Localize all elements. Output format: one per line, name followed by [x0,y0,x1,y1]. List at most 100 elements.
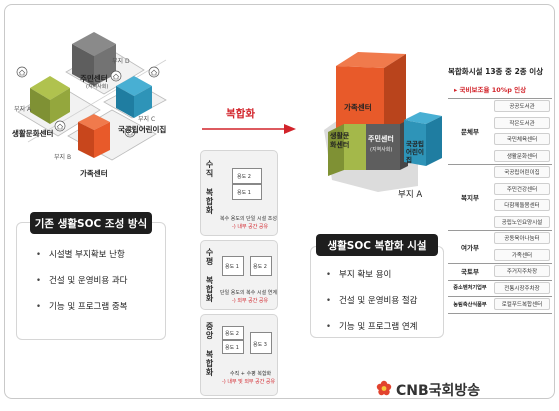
logo-text: CNB국회방송 [396,383,481,399]
table-group-separator [448,230,552,231]
jumin-cube-right [94,44,116,86]
vertical-note-red: -) 내부 공간 공유 [232,224,269,230]
horizontal-building-2: 용도 2 [250,256,272,276]
table-ministry-label: 농림축산식품부 [453,301,487,308]
vertical-floor-1-label: 용도 1 [237,190,251,196]
saenghwal-cube-right [50,88,70,124]
table-facility-item: 국공립어린이집 [494,166,550,178]
existing-method-illustration [16,32,167,161]
table-facility-item: 공립노인요양시설 [494,215,550,228]
mixed-note: 수직 + 수평 복합화 [230,371,272,377]
saenghwal-block-left [328,124,344,176]
flower-logo-icon [376,380,392,396]
table-facility-label: 공공도서관 [509,104,535,110]
table-facility-item: 생활문화센터 [494,149,550,162]
mixed-step-label: 중앙 복합화 [205,322,214,377]
table-facility-label: 가족센터 [511,252,533,259]
table-facility-label: 로컬푸드복합센터 [501,302,543,308]
label-jumin-sub: (지역사회) [86,84,109,90]
table-ministry-label: 국토부 [461,268,479,277]
gajok-block-front [336,66,384,136]
table-facility-item: 로컬푸드복합센터 [494,298,550,310]
saenghwal-cube-left [30,88,50,124]
vertical-note: 복수 용도의 단일 시설 조성 [220,216,277,222]
table-facility-label: 전통시장주차장 [504,285,540,292]
horizontal-building-1-label: 용도 1 [225,264,239,270]
building-pin-icon [16,66,28,78]
table-facility-item: 전통시장주차장 [494,281,550,294]
right-label-site-a: 부지 A [398,190,423,200]
subsidy-note: ▸ 국비보조율 10%p 인상 [454,86,527,94]
subsidy-text: 국비보조율 10%p 인상 [459,86,527,94]
building-pin-icon [54,120,66,132]
vertical-floor-2-label: 용도 2 [237,174,251,180]
table-ministry-label: 문체부 [461,128,479,136]
gajok-block-top [336,52,406,68]
table-ministry-label: 여가부 [461,243,479,252]
table-facility-item: 주거지주차장 [494,265,550,277]
table-bottom-border [448,312,552,314]
mixed-building-3-label: 용도 3 [253,342,267,348]
label-site-d: 부지 D [112,58,130,65]
vertical-step-label: 수직 복합화 [205,160,214,215]
right-label-saenghwal: 생활문화센터 [330,132,350,149]
table-ministry-label: 중소벤처기업부 [453,285,487,292]
right-arrow-icon [202,124,296,134]
table-facility-label: 주거지주차장 [506,269,538,275]
horizontal-step-label: 수평 복합화 [205,248,214,303]
gugongrip-cube-right [134,86,152,118]
horizontal-note-red: -) 외부 공간 공유 [232,298,269,304]
right-label-gugongrip: 국공립어린이집 [406,140,424,164]
existing-title: 기존 생활SOC 조성 방식 [30,212,152,234]
label-site-c: 부지 C [138,116,156,123]
gajok-cube-right [94,122,110,158]
combined-title: 생활SOC 복합화 시설 [316,234,438,256]
horizontal-building-1: 용도 1 [222,256,244,276]
vertical-floor-2: 용도 2 [232,168,262,184]
label-gugongrip: 국공립어린이집 [118,125,167,134]
mixed-floor-2-label: 용도 2 [225,331,239,337]
mixed-floor-1: 용도 1 [222,340,244,354]
label-gajok: 가족센터 [80,169,108,178]
table-facility-label: 공립노인요양시설 [501,219,543,226]
mixed-note-red: -) 내부 및 외부 공간 공유 [222,379,276,385]
label-jumin: 주민센터 [80,74,108,83]
table-group-separator [448,98,552,99]
jumin-cube-left [72,44,94,86]
table-heading: 복합화시설 13종 중 2종 이상 [448,67,544,76]
gugongrip-cube-left [116,86,134,118]
mixed-floor-2: 용도 2 [222,326,244,340]
gajok-block-side [384,54,406,136]
table-facility-label: 다함께돌봄센터 [504,203,540,209]
label-site-b: 부지 B [54,154,72,161]
combined-bullet-3: 기능 및 프로그램 연계 [326,320,418,332]
existing-bullet-2: 건설 및 운영비용 과다 [36,274,128,286]
table-facility-label: 생활문화센터 [506,153,538,160]
label-site-a: 부지 A [14,106,32,113]
table-group-separator [448,263,552,264]
existing-bullet-1: 시설별 부지확보 난항 [36,248,125,260]
right-label-gajok: 가족센터 [344,103,372,112]
mixed-floor-1-label: 용도 1 [225,345,239,351]
combined-bullet-2: 건설 및 운영비용 절감 [326,294,418,306]
table-facility-item: 작은도서관 [494,116,550,129]
table-facility-item: 국민체육센터 [494,133,550,145]
building-pin-icon [110,70,122,82]
table-group-separator [448,279,552,281]
label-saenghwal: 생활문화센터 [12,129,54,138]
table-ministry-label: 복지부 [461,194,479,202]
table-facility-item: 공공도서관 [494,100,550,112]
combined-bullet-1: 부지 확보 용이 [326,268,391,280]
table-facility-item: 주민건강센터 [494,182,550,195]
mixed-building-3: 용도 3 [250,332,272,354]
saenghwal-block-front [344,124,366,170]
right-label-jumin: 주민센터 [368,135,394,143]
table-facility-label: 국공립어린이집 [504,170,540,176]
table-facility-item: 다함께돌봄센터 [494,199,550,211]
table-group-separator [448,164,552,165]
table-facility-item: 공동육아나눔터 [494,232,550,244]
table-facility-item: 가족센터 [494,248,550,261]
gugongrip-block [404,112,442,166]
complexification-label: 복합화 [226,108,255,120]
